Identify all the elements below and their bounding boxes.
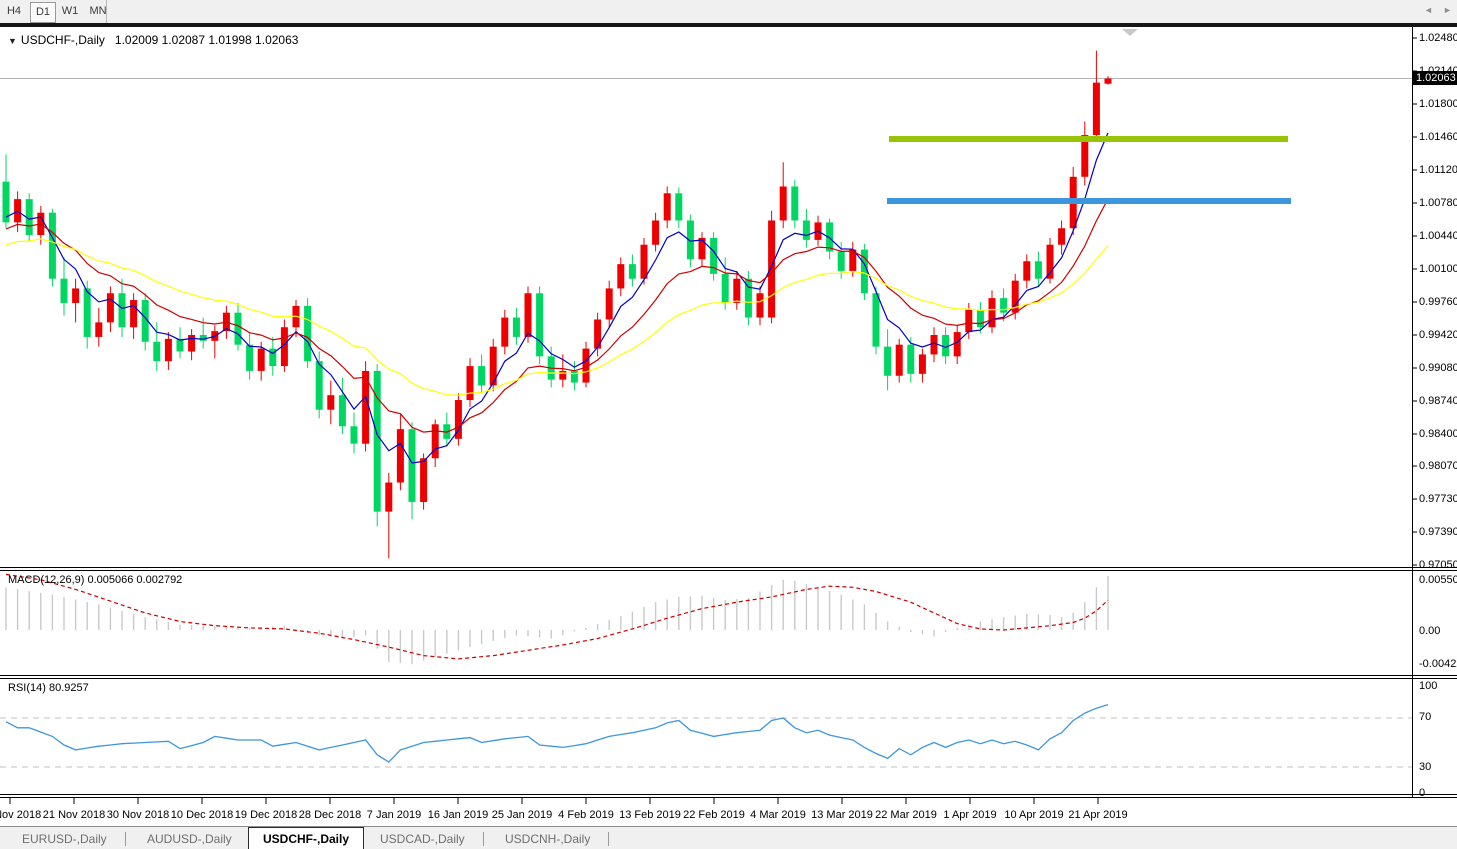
tab-audusd[interactable]: AUDUSD-,Daily — [147, 832, 232, 846]
tab-scroll-right-icon[interactable]: ► — [1443, 5, 1452, 15]
tab-divider — [125, 832, 126, 846]
toolbar-separator — [0, 23, 1457, 27]
price-tick-label: 0.97050 — [1419, 559, 1457, 572]
macd-tick-label: 0.00 — [1419, 625, 1441, 637]
price-tick-label: 1.00440 — [1419, 230, 1457, 242]
timeframe-button-h4[interactable]: H4 — [6, 5, 22, 17]
macd-name: MACD(12,26,9) — [8, 574, 85, 586]
rsi-line — [5, 703, 1109, 763]
date-axis — [0, 798, 1457, 826]
date-tick-label: 19 Dec 2018 — [234, 809, 298, 821]
rsi-current-value: 80.9257 — [48, 682, 89, 694]
price-tick-label: 1.00780 — [1419, 197, 1457, 209]
chart-symbol-period: USDCHF-,Daily — [20, 33, 105, 47]
medium-ma-line — [5, 198, 1109, 433]
date-tick-label: 7 Jan 2019 — [366, 809, 422, 821]
price-tick-label: 0.99420 — [1419, 329, 1457, 341]
date-tick-label: 30 Nov 2018 — [106, 809, 170, 821]
price-tick-label: 0.98400 — [1419, 428, 1457, 440]
macd-tick-label: -0.004221 — [1419, 658, 1457, 670]
date-tick-label: 10 Apr 2019 — [1004, 809, 1064, 821]
date-tick-label: 13 Mar 2019 — [811, 809, 873, 821]
date-tick-label: 21 Apr 2019 — [1068, 809, 1128, 821]
tab-divider — [608, 832, 609, 846]
chart-ohlc-values: 1.02009 1.02087 1.01998 1.02063 — [114, 33, 299, 47]
date-tick-label: 25 Jan 2019 — [491, 809, 553, 821]
tab-eurusd[interactable]: EURUSD-,Daily — [22, 832, 107, 846]
timeframe-button-d1[interactable]: D1 — [30, 2, 56, 23]
date-tick-label: 22 Mar 2019 — [875, 809, 937, 821]
chart-title: ▼ USDCHF-,Daily 1.02009 1.02087 1.01998 1.… — [8, 33, 298, 47]
date-tick-label: 16 Jan 2019 — [427, 809, 489, 821]
tab-scroll-left-icon[interactable]: ◄ — [1424, 5, 1433, 15]
chart-tab-bar: EURUSD-,Daily AUDUSD-,Daily USDCHF-,Daily U… — [0, 826, 1457, 849]
rsi-indicator-label: RSI(14) 80.9257 — [8, 682, 89, 694]
macd-tick-label: 0.005508 — [1419, 574, 1457, 586]
fast-ma-line — [5, 132, 1109, 464]
macd-panel[interactable] — [0, 571, 1457, 675]
price-tick-label: 1.00100 — [1419, 263, 1457, 275]
price-tick-label: 0.98740 — [1419, 395, 1457, 407]
macd-indicator-label: MACD(12,26,9) 0.005066 0.002792 — [8, 574, 182, 586]
date-tick-label: 4 Mar 2019 — [750, 809, 806, 821]
rsi-tick-label: 0 — [1419, 787, 1426, 799]
toolbar-divider — [106, 0, 107, 23]
collapse-chart-icon[interactable]: ▼ — [8, 36, 17, 46]
panel-separator[interactable] — [0, 567, 1457, 571]
current-price-badge: 1.02063 — [1412, 71, 1457, 86]
timeframe-button-w1[interactable]: W1 — [61, 5, 79, 17]
panel-separator[interactable] — [0, 675, 1457, 679]
macd-signal-line — [5, 573, 1109, 660]
slow-ma-line — [5, 238, 1109, 396]
price-tick-label: 0.99080 — [1419, 362, 1457, 374]
date-tick-label: 22 Feb 2019 — [683, 809, 745, 821]
tab-usdcnh[interactable]: USDCNH-,Daily — [505, 832, 591, 846]
price-tick-label: 0.99760 — [1419, 296, 1457, 308]
price-tick-label: 0.97730 — [1419, 493, 1457, 506]
date-tick-label: 10 Dec 2018 — [170, 809, 234, 821]
rsi-tick-label: 30 — [1419, 761, 1432, 773]
rsi-name: RSI(14) — [8, 682, 46, 694]
rsi-panel[interactable] — [0, 679, 1457, 794]
macd-current-values: 0.005066 0.002792 — [87, 574, 183, 586]
price-tick-label: 0.97390 — [1419, 526, 1457, 539]
price-axis-divider — [1412, 27, 1413, 798]
tab-usdcad[interactable]: USDCAD-,Daily — [380, 832, 465, 846]
rsi-tick-label: 70 — [1419, 711, 1432, 723]
date-tick-label: 4 Feb 2019 — [558, 809, 614, 821]
macd-histogram — [5, 575, 1109, 665]
tab-divider — [483, 832, 484, 846]
price-tick-label: 1.01460 — [1419, 131, 1457, 143]
price-tick-label: 1.01800 — [1419, 98, 1457, 110]
date-tick-label: 12 Nov 2018 — [0, 809, 42, 821]
date-tick-label: 13 Feb 2019 — [619, 809, 681, 821]
candles-layer — [2, 50, 1112, 559]
chart-shift-marker-icon[interactable] — [1122, 29, 1138, 36]
date-tick-label: 1 Apr 2019 — [943, 809, 997, 821]
price-tick-label: 1.02140 — [1419, 65, 1457, 77]
timeframe-button-mn[interactable]: MN — [89, 5, 107, 17]
price-tick-label: 0.98070 — [1419, 460, 1457, 473]
rsi-tick-label: 100 — [1419, 680, 1438, 692]
price-tick-label: 1.02480 — [1419, 32, 1457, 44]
panel-separator[interactable] — [0, 794, 1457, 798]
tab-usdchf[interactable]: USDCHF-,Daily — [248, 827, 365, 849]
timeframe-toolbar: H4 D1 W1 MN — [0, 0, 1457, 23]
date-tick-label: 28 Dec 2018 — [298, 809, 362, 821]
date-tick-label: 21 Nov 2018 — [42, 809, 106, 821]
price-tick-label: 1.01120 — [1419, 164, 1457, 176]
